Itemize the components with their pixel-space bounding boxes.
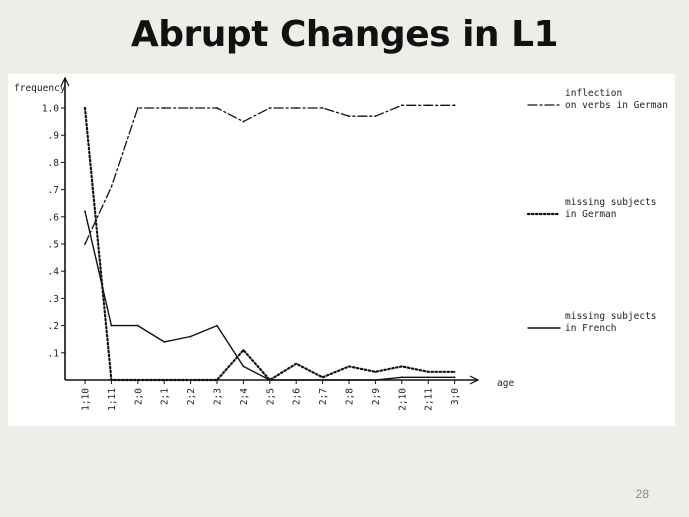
x-tick-label: 2;7 (318, 388, 329, 405)
y-tick-label: .9 (48, 131, 60, 142)
data-point-s2-0 (84, 107, 86, 109)
data-point-s1-1 (110, 185, 113, 188)
data-point-s3-5 (216, 324, 218, 327)
y-axis-label: frequency (14, 83, 66, 94)
data-point-s1-5 (216, 107, 218, 109)
data-point-s3-8 (295, 379, 298, 381)
x-tick-label: 2;4 (239, 388, 250, 405)
data-point-s2-5 (216, 379, 218, 381)
data-point-s1-9 (321, 107, 324, 109)
y-axis-arrow (60, 76, 70, 87)
scanned-figure: frequency age .1 .2 .3 .4 .5 .6 .7 .8 .9 1.0 1;10 1;1… (8, 74, 675, 426)
x-tick-label: 1;11 (107, 388, 118, 411)
x-tick-label: 1;10 (81, 388, 92, 411)
y-tick-label: .7 (48, 185, 59, 196)
x-tick-label: 2;2 (186, 388, 197, 405)
data-point-s3-10 (348, 379, 350, 381)
y-tick-label: .4 (48, 267, 60, 278)
data-point-s3-11 (374, 379, 377, 381)
data-point-s1-13 (427, 104, 430, 107)
data-point-s2-9 (321, 376, 324, 379)
series-line-2 (83, 106, 456, 382)
data-point-s2-1 (110, 379, 113, 381)
data-point-s2-10 (348, 365, 350, 368)
data-point-s1-8 (295, 107, 298, 109)
series-line-1 (84, 104, 456, 245)
slide-number: 28 (635, 487, 649, 501)
data-point-s2-8 (295, 362, 298, 365)
line-chart: frequency age .1 .2 .3 .4 .5 .6 .7 .8 .9 1.0 1;10 1;1… (14, 76, 668, 411)
data-point-s1-2 (136, 107, 139, 109)
data-point-s3-2 (136, 324, 139, 327)
y-tick-label: .2 (48, 321, 59, 332)
y-tick-label: .1 (48, 348, 60, 359)
x-axis-label: age (497, 378, 514, 389)
x-tick-label: 2;3 (213, 388, 224, 405)
legend-label-3: missing subjects (565, 311, 657, 322)
data-point-s2-6 (242, 349, 245, 351)
slide-title: Abrupt Changes in L1 (130, 14, 559, 55)
data-point-s1-12 (400, 104, 403, 107)
data-point-s3-7 (268, 379, 271, 381)
x-tick-label: 2;0 (133, 388, 144, 405)
data-point-s1-14 (453, 104, 456, 107)
data-point-s3-0 (84, 210, 86, 213)
y-tick-label: .8 (48, 158, 60, 169)
x-tick-label: 2;11 (424, 388, 435, 411)
y-tick-label: .5 (48, 240, 59, 251)
data-point-s1-3 (163, 107, 166, 109)
data-point-s3-6 (242, 365, 245, 368)
y-tick-label: 1.0 (42, 104, 59, 115)
data-point-s2-14 (453, 370, 456, 373)
data-point-s3-4 (189, 335, 192, 338)
y-tick-label: .3 (48, 294, 59, 305)
series-line-3 (84, 210, 456, 381)
data-point-s2-2 (136, 379, 139, 381)
data-point-s3-3 (163, 341, 166, 343)
legend-label-3: in French (565, 323, 616, 334)
x-tick-label: 3;0 (450, 388, 461, 405)
x-tick-label: 2;1 (160, 388, 171, 405)
data-point-s2-13 (427, 370, 430, 373)
data-point-s1-6 (242, 120, 245, 123)
data-point-s3-1 (110, 324, 113, 327)
data-point-s2-4 (189, 379, 192, 381)
data-point-s1-10 (348, 115, 350, 118)
x-tick-label: 2;6 (292, 388, 303, 405)
data-point-s2-11 (374, 370, 377, 373)
data-point-s3-9 (321, 379, 324, 381)
y-tick-label: .6 (48, 212, 60, 223)
legend-label-1: inflection (565, 88, 622, 99)
legend-label-2: in German (565, 209, 616, 220)
data-point-s2-12 (400, 365, 403, 368)
x-tick-label: 2;5 (265, 388, 276, 405)
data-point-s3-14 (453, 376, 456, 379)
data-point-s1-11 (374, 115, 377, 118)
data-point-s3-13 (427, 376, 430, 379)
legend-label-1: on verbs in German (565, 100, 668, 111)
data-point-s3-12 (400, 376, 403, 379)
data-point-s1-0 (84, 243, 86, 245)
x-tick-label: 2;9 (371, 388, 382, 405)
data-point-s1-7 (268, 107, 271, 109)
x-axis-arrow (469, 375, 480, 385)
x-tick-label: 2;10 (397, 388, 408, 411)
data-point-s2-3 (163, 379, 166, 381)
x-tick-label: 2;8 (345, 388, 356, 405)
data-point-s1-4 (189, 107, 192, 109)
legend-label-2: missing subjects (565, 197, 657, 208)
